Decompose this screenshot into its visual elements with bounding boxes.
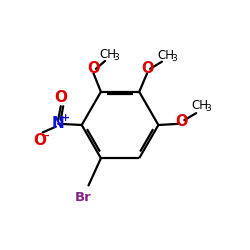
Text: N: N (52, 116, 64, 131)
Text: Br: Br (75, 191, 92, 204)
Text: O: O (54, 90, 67, 105)
Text: −: − (41, 131, 50, 141)
Text: O: O (87, 61, 100, 76)
Text: 3: 3 (171, 54, 177, 64)
Text: +: + (61, 112, 70, 122)
Text: 3: 3 (205, 104, 211, 113)
Text: CH: CH (157, 50, 174, 62)
Text: 3: 3 (114, 53, 119, 62)
Text: O: O (176, 114, 188, 129)
Text: O: O (141, 61, 154, 76)
Text: O: O (33, 133, 46, 148)
Text: CH: CH (192, 99, 208, 112)
Text: CH: CH (100, 48, 117, 61)
